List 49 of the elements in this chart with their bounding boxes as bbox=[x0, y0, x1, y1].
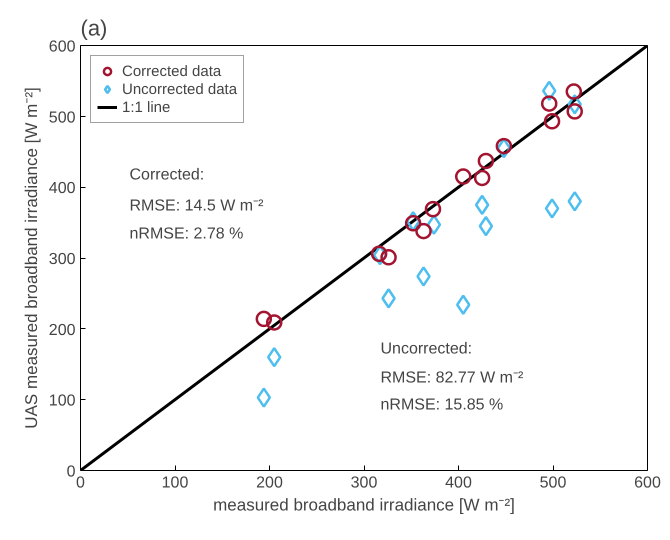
point bbox=[370, 246, 388, 262]
point bbox=[496, 138, 512, 154]
x-axis-title: measured broadband irradiance [W m⁻²] bbox=[213, 496, 515, 514]
point bbox=[544, 113, 560, 130]
point bbox=[478, 216, 494, 236]
point bbox=[416, 266, 431, 287]
legend-label: 1:1 line bbox=[122, 98, 170, 116]
point bbox=[540, 95, 558, 112]
point bbox=[256, 310, 272, 328]
chart-title: (a) bbox=[80, 16, 108, 40]
annotation: Corrected: bbox=[130, 166, 204, 184]
y-tick-label: 0 bbox=[66, 464, 76, 480]
y-tick-label: 500 bbox=[48, 109, 76, 126]
x-tick-label: 600 bbox=[634, 474, 661, 492]
annotation: nRMSE: 2.78 % bbox=[130, 226, 244, 242]
point bbox=[266, 314, 282, 331]
point bbox=[454, 168, 472, 185]
x-tick-label: 500 bbox=[540, 474, 566, 492]
y-tick-label: 400 bbox=[48, 180, 76, 198]
point bbox=[478, 152, 494, 170]
x-tick-label: 200 bbox=[256, 474, 283, 492]
point bbox=[566, 103, 583, 120]
point bbox=[256, 387, 272, 408]
legend-label: Corrected data bbox=[122, 62, 222, 80]
point bbox=[474, 194, 490, 216]
point bbox=[415, 222, 432, 240]
point bbox=[474, 170, 490, 186]
point bbox=[567, 191, 582, 212]
x-tick-label: 400 bbox=[445, 474, 472, 492]
point bbox=[381, 288, 396, 309]
legend-label: Uncorrected data bbox=[122, 80, 238, 98]
point bbox=[266, 346, 282, 368]
point bbox=[404, 215, 422, 232]
x-tick-label: 100 bbox=[162, 474, 188, 492]
annotation: Uncorrected: bbox=[380, 340, 472, 358]
annotation: RMSE: 14.5 W m⁻² bbox=[130, 198, 264, 214]
y-tick-label: 200 bbox=[48, 322, 76, 339]
annotation: RMSE: 82.77 W m⁻² bbox=[380, 370, 524, 386]
y-axis-title: UAS measured broadband irradiance [W m⁻²] bbox=[22, 87, 41, 429]
y-tick-label: 600 bbox=[48, 38, 76, 56]
point bbox=[380, 249, 397, 266]
point bbox=[424, 200, 442, 218]
y-tick-label: 100 bbox=[48, 392, 76, 410]
point bbox=[544, 198, 560, 219]
x-tick-label: 300 bbox=[350, 474, 378, 492]
annotation: nRMSE: 15.85 % bbox=[380, 396, 504, 414]
point bbox=[456, 294, 470, 315]
point bbox=[566, 83, 582, 100]
y-tick-label: 300 bbox=[48, 251, 76, 268]
